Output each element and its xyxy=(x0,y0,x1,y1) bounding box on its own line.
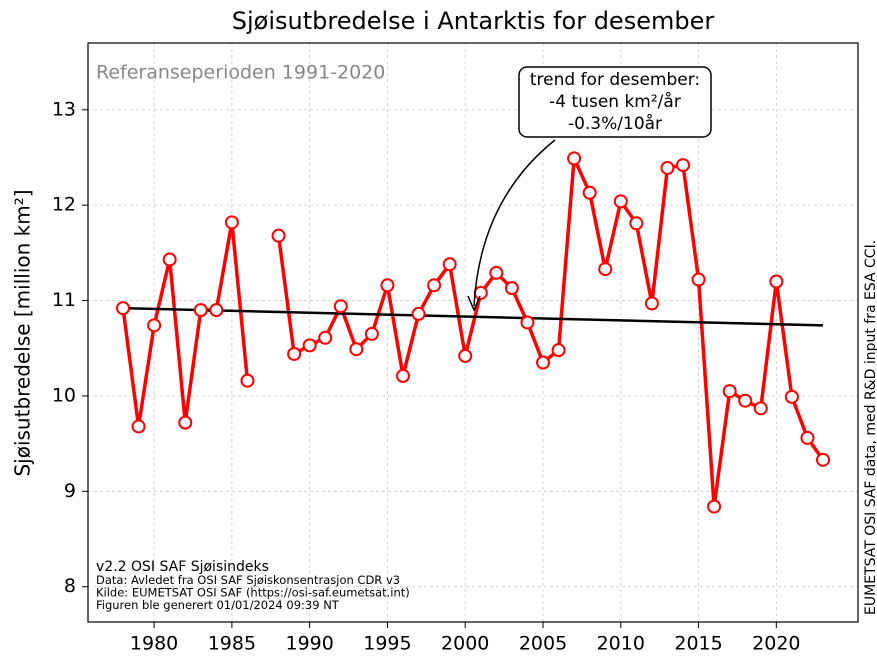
data-point xyxy=(738,393,753,408)
data-line xyxy=(121,156,825,509)
x-tick-label: 2015 xyxy=(674,633,722,655)
data-point xyxy=(193,303,208,318)
data-point xyxy=(364,326,379,341)
data-point xyxy=(473,285,488,300)
data-point xyxy=(707,499,722,514)
data-point xyxy=(567,151,582,166)
data-point xyxy=(162,252,177,267)
data-point xyxy=(224,215,239,230)
x-tick-label: 2010 xyxy=(597,633,645,655)
plot-frame xyxy=(87,42,859,623)
y-tick-label: 13 xyxy=(52,98,76,120)
data-point xyxy=(536,355,550,370)
data-point xyxy=(380,278,395,293)
reference-note: Referanseperioden 1991-2020 xyxy=(96,62,385,84)
data-point xyxy=(442,257,457,272)
x-tick-label: 2000 xyxy=(441,633,489,655)
x-tick-label: 2020 xyxy=(752,633,800,655)
data-point xyxy=(318,330,333,345)
data-point xyxy=(660,160,675,175)
footer-note: v2.2 OSI SAF Sjøisindeks xyxy=(96,559,269,575)
data-point xyxy=(816,452,830,467)
data-point xyxy=(676,158,690,173)
y-axis-label: Sjøisutbredelse [million km²] xyxy=(11,189,35,476)
data-point xyxy=(411,306,426,321)
x-tick-label: 1980 xyxy=(130,633,178,655)
y-tick-label: 8 xyxy=(64,575,76,597)
trend-box-text: trend for desember: xyxy=(530,70,700,90)
x-tick-label: 2005 xyxy=(519,633,567,655)
y-tick-label: 9 xyxy=(64,480,76,502)
trend-line xyxy=(122,306,824,327)
x-tick-label: 1995 xyxy=(363,633,411,655)
data-point xyxy=(458,348,473,363)
y-tick-label: 10 xyxy=(52,384,76,406)
data-point xyxy=(287,346,302,361)
data-point xyxy=(644,296,659,311)
data-point xyxy=(691,272,706,287)
footer-note: Figuren ble generert 01/01/2024 09:39 NT xyxy=(96,598,340,612)
footer-note: Data: Avledet fra OSI SAF Sjøiskonsentra… xyxy=(96,573,400,587)
trend-box-text: -4 tusen km²/år xyxy=(549,91,681,112)
data-point xyxy=(722,384,737,399)
data-point xyxy=(629,216,644,231)
trend-box xyxy=(518,66,712,138)
data-point xyxy=(489,265,504,280)
data-point xyxy=(271,228,286,243)
data-point xyxy=(504,281,519,296)
data-point xyxy=(613,194,628,209)
y-tick-label: 11 xyxy=(52,289,76,311)
data-point xyxy=(551,343,566,358)
data-point xyxy=(396,368,410,383)
data-point xyxy=(131,419,146,434)
data-point xyxy=(769,274,784,289)
data-point xyxy=(800,430,815,445)
data-point xyxy=(582,185,597,200)
footer-note: Kilde: EUMETSAT OSI SAF (https://osi-saf… xyxy=(96,586,410,600)
data-point xyxy=(116,301,130,316)
data-point xyxy=(333,299,348,314)
data-point xyxy=(784,389,799,404)
data-point xyxy=(598,262,613,277)
x-tick-label: 1985 xyxy=(208,633,256,655)
data-point xyxy=(147,318,162,333)
data-point xyxy=(178,415,193,430)
trend-box-text: -0.3%/10år xyxy=(568,113,662,134)
trend-arrow xyxy=(473,139,556,307)
data-point xyxy=(302,338,317,353)
chart-title: Sjøisutbredelse i Antarktis for desember xyxy=(232,7,715,35)
side-note: EUMETSAT OSI SAF data, med R&D input fra… xyxy=(863,240,877,615)
data-point xyxy=(520,315,535,330)
y-tick-label: 12 xyxy=(52,194,76,216)
data-point xyxy=(753,401,768,416)
data-point xyxy=(209,303,224,318)
data-point xyxy=(427,278,442,293)
data-point xyxy=(240,373,255,388)
x-tick-label: 1990 xyxy=(285,633,333,655)
trend-arrowhead xyxy=(467,295,481,312)
data-point xyxy=(349,342,364,357)
